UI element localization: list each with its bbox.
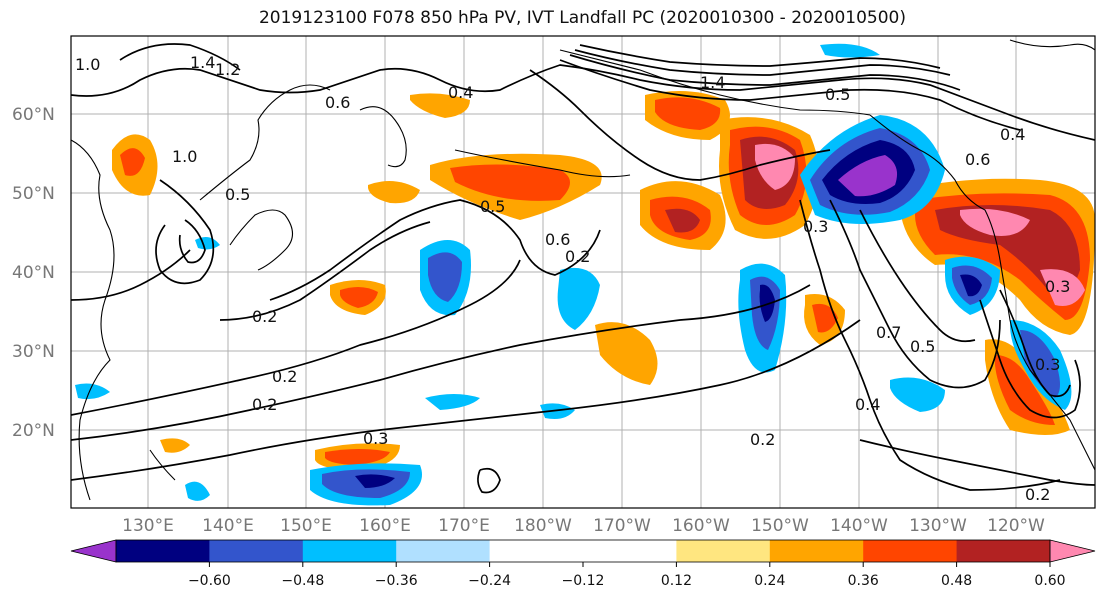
colorbar-tick-label: 0.48	[941, 573, 972, 589]
negative-anomaly-region-east	[890, 256, 1072, 412]
colorbar-tick-label: 0.12	[661, 573, 692, 589]
contour-label: 0.3	[363, 429, 388, 448]
pv-contours	[71, 43, 1095, 494]
lon-label: 150°E	[280, 516, 332, 536]
contour-label: 1.0	[172, 147, 197, 166]
colorbar-extend-high	[1049, 539, 1096, 563]
negative-anomaly-region-gulf-alaska	[738, 115, 945, 373]
contour-label: 1.4	[190, 53, 215, 72]
lon-label: 170°E	[438, 516, 490, 536]
contour-label: 0.3	[803, 217, 828, 236]
colorbar-swatch	[489, 540, 584, 562]
contour-label: 0.4	[1000, 125, 1025, 144]
colorbar-tick-label: −0.60	[188, 573, 231, 589]
lon-label: 130°E	[122, 516, 174, 536]
colorbar-swatch	[769, 540, 864, 562]
colorbar-swatch	[863, 540, 958, 562]
contour-label: 0.4	[855, 395, 880, 414]
colorbar-tick-label: 0.24	[754, 573, 785, 589]
contour-label: 0.6	[325, 93, 350, 112]
colorbar-swatch	[116, 540, 210, 562]
positive-anomaly-region-west-coast	[900, 178, 1095, 435]
contour-label: 0.7	[876, 323, 901, 342]
colorbar-swatch	[396, 540, 491, 562]
contour-label: 0.3	[1045, 277, 1070, 296]
longitude-labels: 130°E 140°E 150°E 160°E 170°E 180°W 170°…	[122, 516, 1045, 536]
contour-label: 0.6	[545, 230, 570, 249]
latitude-labels: 60°N 50°N 40°N 30°N 20°N	[12, 105, 55, 441]
lon-label: 170°W	[593, 516, 651, 536]
contour-label: 0.2	[272, 367, 297, 386]
lon-label: 160°E	[359, 516, 411, 536]
lat-label: 50°N	[12, 184, 55, 204]
colorbar-tick-label: 0.36	[848, 573, 879, 589]
lon-label: 180°W	[514, 516, 572, 536]
colorbar-swatch	[302, 540, 397, 562]
colorbar-swatch	[956, 540, 1051, 562]
colorbar-tick-label: −0.12	[562, 573, 605, 589]
contour-label: 0.2	[1025, 485, 1050, 504]
colorbar-tick-label: 0.60	[1034, 573, 1065, 589]
lon-label: 130°W	[909, 516, 967, 536]
contour-label: 0.3	[1035, 355, 1060, 374]
negative-anomaly-region-central	[75, 43, 880, 506]
contour-label: 0.5	[825, 85, 850, 104]
contour-label: 1.0	[75, 55, 100, 74]
contour-label: 1.4	[700, 73, 725, 92]
colorbar-tick-label: −0.36	[375, 573, 418, 589]
colorbar-tick-label: −0.48	[281, 573, 324, 589]
colorbar-swatch	[676, 540, 771, 562]
lat-label: 30°N	[12, 342, 55, 362]
contour-label: 0.2	[252, 307, 277, 326]
colorbar-tick-label: −0.24	[468, 573, 511, 589]
positive-anomaly-region-central	[160, 93, 845, 470]
lat-label: 40°N	[12, 263, 55, 283]
positive-anomaly-region-west-pacific	[112, 134, 158, 196]
contour-label: 0.6	[965, 150, 990, 169]
pv-anomaly-fills	[75, 43, 1095, 506]
lat-label: 20°N	[12, 421, 55, 441]
contour-label: 0.5	[480, 197, 505, 216]
contour-labels: 1.4 1.2 1.0 0.6 0.4 1.0 0.5 0.5 0.6 0.2 …	[75, 53, 1070, 504]
lon-label: 140°W	[830, 516, 888, 536]
contour-label: 0.5	[225, 185, 250, 204]
colorbar: −0.60 −0.48 −0.36 −0.24 −0.12 0.12 0.24 0.36 0.4…	[70, 539, 1096, 589]
lon-label: 140°E	[202, 516, 254, 536]
contour-label: 0.2	[750, 430, 775, 449]
lon-label: 160°W	[672, 516, 730, 536]
positive-anomaly-region-gulf-alaska	[640, 91, 819, 250]
map-title: 2019123100 F078 850 hPa PV, IVT Landfall…	[258, 8, 906, 28]
contour-label: 0.2	[252, 395, 277, 414]
lat-label: 60°N	[12, 105, 55, 125]
contour-label: 1.2	[215, 60, 240, 79]
colorbar-swatch	[583, 540, 677, 562]
map-border	[70, 35, 1096, 509]
contour-label: 0.2	[565, 247, 590, 266]
colorbar-extend-low	[70, 539, 117, 563]
lon-label: 120°W	[987, 516, 1045, 536]
lon-label: 150°W	[751, 516, 809, 536]
colorbar-swatch	[209, 540, 304, 562]
contour-label: 0.4	[448, 83, 473, 102]
contour-label: 0.5	[910, 337, 935, 356]
